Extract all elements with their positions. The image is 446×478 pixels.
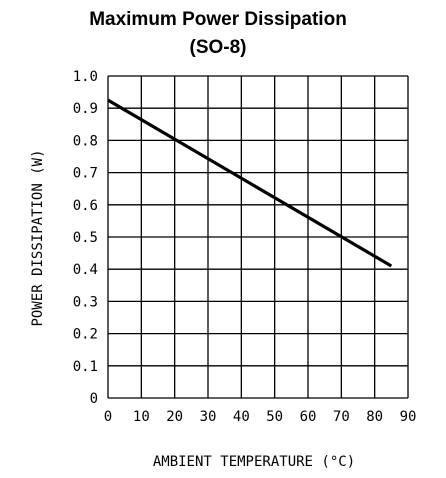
x-tick-label: 40 xyxy=(233,409,250,425)
y-tick-label: 0.4 xyxy=(73,262,98,278)
x-tick-labels: 0 10 20 30 40 50 60 70 80 90 xyxy=(104,409,417,425)
y-axis-label: POWER DISSIPATION (W) xyxy=(30,149,46,326)
y-tick-label: 0.2 xyxy=(73,327,98,343)
y-tick-label: 1.0 xyxy=(73,69,98,85)
x-tick-label: 70 xyxy=(333,409,350,425)
series-layer xyxy=(107,98,393,268)
x-tick-label: 50 xyxy=(266,409,283,425)
chart-title: Maximum Power Dissipation xyxy=(89,9,347,30)
x-axis-label: AMBIENT TEMPERATURE (°C) xyxy=(153,454,355,470)
x-tick-label: 20 xyxy=(166,409,183,425)
y-tick-label: 0.7 xyxy=(73,166,98,182)
y-tick-labels: 0 0.1 0.2 0.3 0.4 0.5 0.6 0.7 0.8 0.9 1.0 xyxy=(73,69,98,407)
x-tick-label: 0 xyxy=(104,409,112,425)
x-tick-label: 30 xyxy=(200,409,217,425)
x-tick-label: 90 xyxy=(400,409,417,425)
y-tick-label: 0.5 xyxy=(73,230,98,246)
y-tick-label: 0.3 xyxy=(73,294,98,310)
y-tick-label: 0.1 xyxy=(73,359,98,375)
y-tick-label: 0.9 xyxy=(73,101,98,117)
grid xyxy=(107,75,409,399)
y-tick-label: 0.8 xyxy=(73,133,98,149)
y-tick-label: 0.6 xyxy=(73,198,98,214)
x-tick-label: 60 xyxy=(300,409,317,425)
x-tick-label: 10 xyxy=(133,409,150,425)
series-line xyxy=(107,98,393,268)
y-tick-label: 0 xyxy=(90,391,98,407)
chart-subtitle: (SO-8) xyxy=(190,37,247,58)
x-tick-label: 80 xyxy=(366,409,383,425)
